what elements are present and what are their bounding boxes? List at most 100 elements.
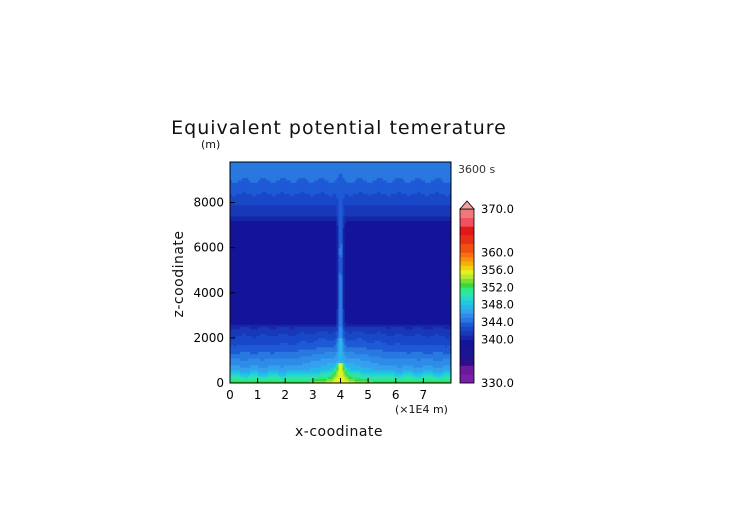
heatmap-cell (336, 331, 339, 334)
heatmap-cell (276, 362, 279, 366)
heatmap-cell (368, 290, 372, 294)
heatmap-cell (438, 335, 442, 339)
heatmap-cell (242, 328, 245, 332)
heatmap-cell (258, 286, 261, 289)
heatmap-cell (332, 376, 335, 379)
heatmap-cell (400, 358, 404, 361)
heatmap-cell (400, 373, 404, 377)
heatmap-cell (402, 297, 406, 300)
heatmap-cell (254, 380, 257, 384)
heatmap-cell (370, 301, 374, 305)
heatmap-cell (372, 364, 376, 368)
heatmap-cell (424, 364, 428, 368)
time-label: 3600 s (458, 163, 495, 176)
heatmap-cell (282, 337, 285, 341)
heatmap-cell (376, 371, 380, 375)
heatmap-cell (240, 286, 243, 289)
heatmap-cell (314, 355, 317, 359)
heatmap-cell (306, 373, 309, 377)
heatmap-cell (354, 326, 357, 330)
heatmap-cell (302, 333, 305, 337)
heatmap-cell (272, 297, 275, 300)
heatmap-cell (440, 362, 444, 366)
heatmap-cell (310, 317, 313, 321)
heatmap-cell (412, 326, 416, 330)
heatmap-cell (308, 315, 311, 319)
heatmap-cell (434, 326, 438, 330)
heatmap-cell (304, 367, 307, 370)
heatmap-cell (346, 367, 349, 370)
heatmap-cell (244, 331, 247, 334)
heatmap-cell (434, 297, 438, 300)
heatmap-cell (250, 286, 253, 289)
heatmap-cell (370, 308, 374, 312)
heatmap-cell (362, 286, 366, 289)
heatmap-cell (250, 333, 253, 337)
heatmap-cell (354, 340, 357, 343)
heatmap-cell (340, 342, 343, 346)
heatmap-cell (402, 322, 406, 325)
heatmap-cell (356, 367, 359, 370)
heatmap-cell (398, 353, 402, 357)
heatmap-cell (350, 337, 353, 341)
heatmap-cell (278, 351, 281, 355)
heatmap-cell (256, 367, 259, 370)
heatmap-cell (270, 297, 273, 300)
heatmap-cell (442, 344, 446, 348)
heatmap-cell (436, 283, 440, 287)
heatmap-cell (316, 315, 319, 319)
heatmap-cell (344, 297, 347, 300)
heatmap-cell (444, 304, 448, 307)
heatmap-cell (380, 340, 384, 343)
heatmap-cell (332, 340, 335, 343)
heatmap-cell (332, 328, 335, 332)
heatmap-cell (438, 360, 442, 364)
heatmap-cell (362, 301, 366, 305)
heatmap-cell (306, 335, 309, 339)
heatmap-cell (278, 292, 281, 296)
heatmap-cell (304, 364, 307, 368)
heatmap-cell (430, 310, 434, 314)
heatmap-cell (344, 346, 347, 350)
heatmap-cell (432, 315, 436, 319)
heatmap-cell (240, 288, 243, 291)
heatmap-cell (342, 376, 345, 379)
heatmap-cell (378, 319, 382, 323)
heatmap-cell (306, 337, 309, 341)
heatmap-cell (402, 335, 406, 339)
heatmap-cell (432, 304, 436, 307)
heatmap-cell (248, 335, 251, 339)
heatmap-cell (312, 326, 315, 330)
heatmap-cell (356, 319, 359, 323)
heatmap-cell (322, 324, 325, 328)
heatmap-cell (446, 322, 450, 325)
heatmap-cell (434, 371, 438, 375)
heatmap-cell (258, 369, 261, 373)
heatmap-cell (236, 340, 239, 343)
heatmap-cell (404, 297, 408, 300)
heatmap-cell (344, 290, 347, 294)
heatmap-cell (296, 304, 299, 307)
heatmap-cell (324, 310, 327, 314)
heatmap-cell (328, 283, 331, 287)
heatmap-cell (242, 299, 245, 303)
heatmap-cell (300, 373, 303, 377)
heatmap-cell (272, 364, 275, 368)
heatmap-cell (420, 315, 424, 319)
heatmap-cell (338, 292, 341, 296)
heatmap-cell (426, 364, 430, 368)
heatmap-cell (242, 295, 245, 298)
heatmap-cell (334, 358, 337, 361)
heatmap-cell (422, 317, 426, 321)
heatmap-cell (406, 349, 410, 352)
heatmap-cell (292, 295, 295, 298)
heatmap-cell (292, 292, 295, 296)
heatmap-cell (278, 301, 281, 305)
heatmap-cell (294, 283, 297, 287)
heatmap-cell (374, 301, 378, 305)
heatmap-cell (366, 373, 370, 377)
heatmap-cell (360, 371, 363, 375)
heatmap-cell (412, 364, 416, 368)
heatmap-cell (308, 324, 311, 328)
heatmap-cell (306, 362, 309, 366)
